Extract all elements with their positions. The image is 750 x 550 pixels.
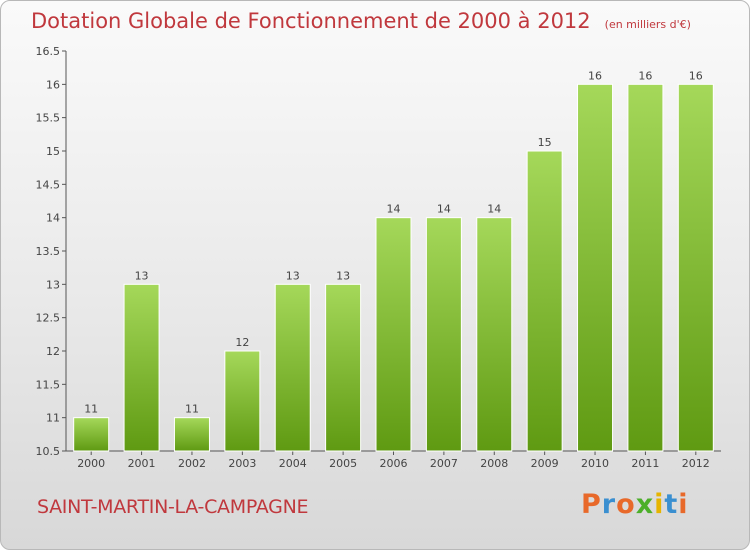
- data-label: 13: [336, 269, 350, 282]
- y-tick-label: 12: [46, 345, 60, 358]
- title-text: Dotation Globale de Fonctionnement de 20…: [31, 9, 591, 33]
- y-tick-label: 15.5: [36, 112, 61, 125]
- y-tick-label: 14.5: [36, 178, 61, 191]
- y-tick-label: 13: [46, 278, 60, 291]
- chart-axes: 10.5 11 11.5 12 12.5 13 13.5 14 14.5 15 15.5 16 16.5…: [36, 45, 721, 470]
- bar: [677, 83, 714, 452]
- y-tick-label: 10.5: [36, 445, 61, 458]
- x-tick-label: 2007: [430, 457, 458, 470]
- x-tick-label: 2006: [380, 457, 408, 470]
- data-label: 13: [286, 269, 300, 282]
- logo-letter: r: [601, 489, 617, 520]
- y-tick-label: 11: [46, 412, 60, 425]
- data-label: 11: [185, 403, 199, 416]
- chart-data-labels: 11 13 11 12 13 13 14 14 14 15 16 16 16: [84, 69, 703, 415]
- logo-letter: o: [616, 489, 636, 520]
- logo-letter: x: [635, 489, 655, 520]
- commune-name: SAINT-MARTIN-LA-CAMPAGNE: [37, 496, 309, 518]
- x-tick-label: 2009: [531, 457, 559, 470]
- bar: [173, 417, 210, 452]
- y-tick-label: 16.5: [36, 45, 61, 58]
- data-label: 14: [487, 203, 501, 216]
- data-label: 16: [638, 69, 652, 82]
- bar: [274, 283, 311, 452]
- x-tick-label: 2004: [279, 457, 307, 470]
- x-tick-label: 2010: [581, 457, 609, 470]
- data-label: 16: [689, 69, 703, 82]
- y-tick-label: 15: [46, 145, 60, 158]
- data-label: 16: [588, 69, 602, 82]
- bar: [123, 283, 160, 452]
- x-tick-label: 2008: [480, 457, 508, 470]
- data-label: 14: [437, 203, 451, 216]
- chart-bars: [73, 83, 714, 452]
- data-label: 11: [84, 403, 98, 416]
- y-tick-label: 13.5: [36, 245, 61, 258]
- bar: [375, 217, 412, 452]
- x-tick-label: 2002: [178, 457, 206, 470]
- chart-title: Dotation Globale de Fonctionnement de 20…: [31, 9, 691, 33]
- y-tick-label: 16: [46, 78, 60, 91]
- y-tick-label: 12.5: [36, 312, 61, 325]
- x-tick-label: 2012: [682, 457, 710, 470]
- proxiti-logo[interactable]: Proxiti: [581, 489, 689, 520]
- chart-subtitle: (en milliers d'€): [604, 18, 691, 31]
- y-tick-label: 11.5: [36, 378, 61, 391]
- bar: [325, 283, 362, 452]
- x-tick-label: 2003: [228, 457, 256, 470]
- bar: [425, 217, 462, 452]
- x-tick-label: 2000: [77, 457, 105, 470]
- data-label: 12: [235, 336, 249, 349]
- data-label: 14: [387, 203, 401, 216]
- data-label: 15: [538, 136, 552, 149]
- logo-letter: t: [664, 489, 679, 520]
- bar: [73, 417, 110, 452]
- bar: [224, 350, 261, 452]
- y-tick-label: 14: [46, 212, 60, 225]
- logo-letter: i: [654, 489, 665, 520]
- x-tick-label: 2011: [631, 457, 659, 470]
- bar: [577, 83, 614, 452]
- bar: [476, 217, 513, 452]
- logo-letter: P: [581, 489, 602, 520]
- x-tick-label: 2001: [128, 457, 156, 470]
- x-tick-label: 2005: [329, 457, 357, 470]
- logo-letter: i: [678, 489, 689, 520]
- data-label: 13: [135, 269, 149, 282]
- bar: [526, 150, 563, 452]
- bar: [627, 83, 664, 452]
